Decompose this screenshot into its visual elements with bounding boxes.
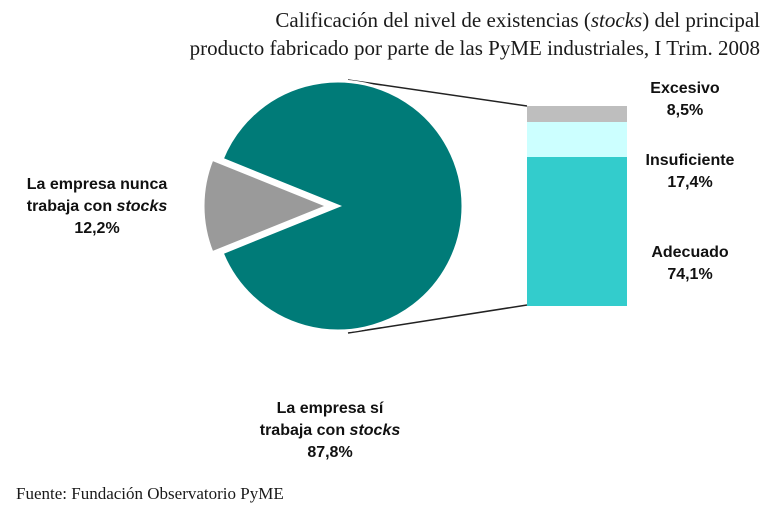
label-adecuado-name: Adecuado xyxy=(651,244,729,261)
chart-title-line2: producto fabricado por parte de las PyME… xyxy=(189,36,760,60)
label-si: La empresa sí trabaja con stocks 87,8% xyxy=(220,398,440,464)
label-adecuado-value: 74,1% xyxy=(667,266,713,283)
title-italic: stocks xyxy=(590,8,643,32)
label-excesivo-value: 8,5% xyxy=(666,102,704,119)
label-italic: stocks xyxy=(116,198,168,215)
label-text: trabaja con xyxy=(259,422,350,439)
label-si-line1: La empresa sí xyxy=(276,400,384,417)
bar-segment-insuficiente xyxy=(527,122,627,157)
bar-segment-excesivo xyxy=(527,106,627,122)
label-italic: stocks xyxy=(349,422,401,439)
label-nunca-line1: La empresa nunca xyxy=(26,176,168,193)
label-nunca-line2: trabaja con stocks xyxy=(0,196,194,218)
label-insuficiente: Insuficiente 17,4% xyxy=(628,150,752,194)
pie-slice-nunca-trabaja xyxy=(201,157,333,255)
label-si-value: 87,8% xyxy=(307,444,353,461)
label-insuficiente-name: Insuficiente xyxy=(645,152,735,169)
chart-title-line1: Calificación del nivel de existencias (s… xyxy=(0,6,760,34)
label-nunca: La empresa nunca trabaja con stocks 12,2… xyxy=(0,174,194,240)
label-excesivo: Excesivo 8,5% xyxy=(630,78,740,122)
label-text: trabaja con xyxy=(26,198,117,215)
title-text: Calificación del nivel de existencias ( xyxy=(275,8,591,32)
bar-segment-adecuado xyxy=(527,157,627,306)
label-insuficiente-value: 17,4% xyxy=(667,174,713,191)
pie-slice-si-trabaja xyxy=(220,79,465,333)
connector-line-top xyxy=(347,79,528,107)
label-excesivo-name: Excesivo xyxy=(650,80,720,97)
chart-title: Calificación del nivel de existencias (s… xyxy=(0,6,760,62)
title-text: ) del principal xyxy=(642,8,760,32)
label-nunca-value: 12,2% xyxy=(74,220,120,237)
source-note: Fuente: Fundación Observatorio PyME xyxy=(16,484,284,503)
connector-line-bottom xyxy=(347,304,528,334)
label-adecuado: Adecuado 74,1% xyxy=(628,242,752,286)
label-si-line2: trabaja con stocks xyxy=(220,420,440,442)
